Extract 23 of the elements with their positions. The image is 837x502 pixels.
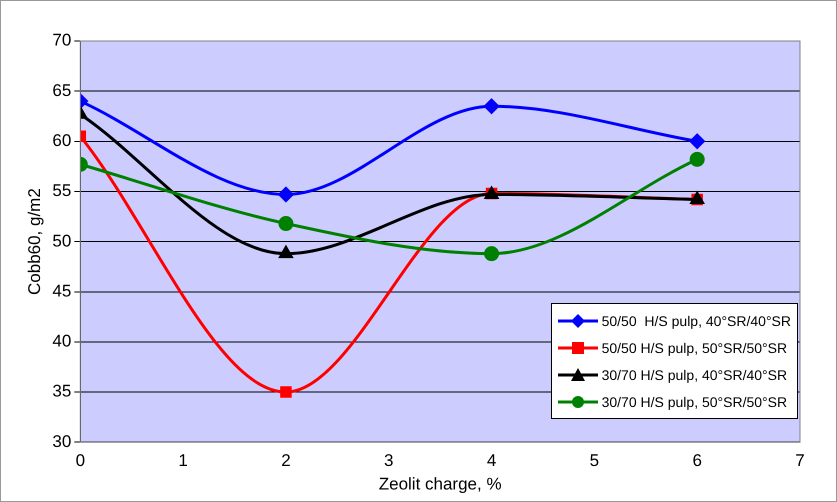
y-tick-label: 65 <box>52 80 72 100</box>
x-axis-title: Zeolit charge, % <box>378 474 502 494</box>
x-tick-label: 1 <box>178 451 188 470</box>
y-tick-label: 30 <box>52 432 72 451</box>
x-tick-label: 4 <box>486 451 496 470</box>
y-tick-label: 45 <box>52 281 72 300</box>
y-tick-label: 60 <box>52 130 72 150</box>
x-tick-label: 0 <box>76 451 86 470</box>
x-tick-label: 6 <box>692 451 702 470</box>
x-tick-label: 5 <box>590 451 600 470</box>
legend-label: 50/50 H/S pulp, 40°SR/40°SR <box>602 312 791 328</box>
y-tick-label: 35 <box>52 382 72 401</box>
x-tick-label: 2 <box>281 451 291 470</box>
legend-label: 30/70 H/S pulp, 50°SR/50°SR <box>602 394 788 410</box>
y-tick-label: 50 <box>52 231 72 250</box>
legend-label: 50/50 H/S pulp, 50°SR/50°SR <box>602 340 788 356</box>
y-axis-title: Cobb60, g/m2 <box>24 188 44 295</box>
x-tick-label: 3 <box>384 451 394 470</box>
x-tick-label: 7 <box>795 451 805 470</box>
y-tick-label: 70 <box>52 30 72 50</box>
legend-label: 30/70 H/S pulp, 40°SR/40°SR <box>602 366 788 382</box>
y-tick-label: 55 <box>52 181 72 200</box>
y-tick-label: 40 <box>52 332 72 351</box>
